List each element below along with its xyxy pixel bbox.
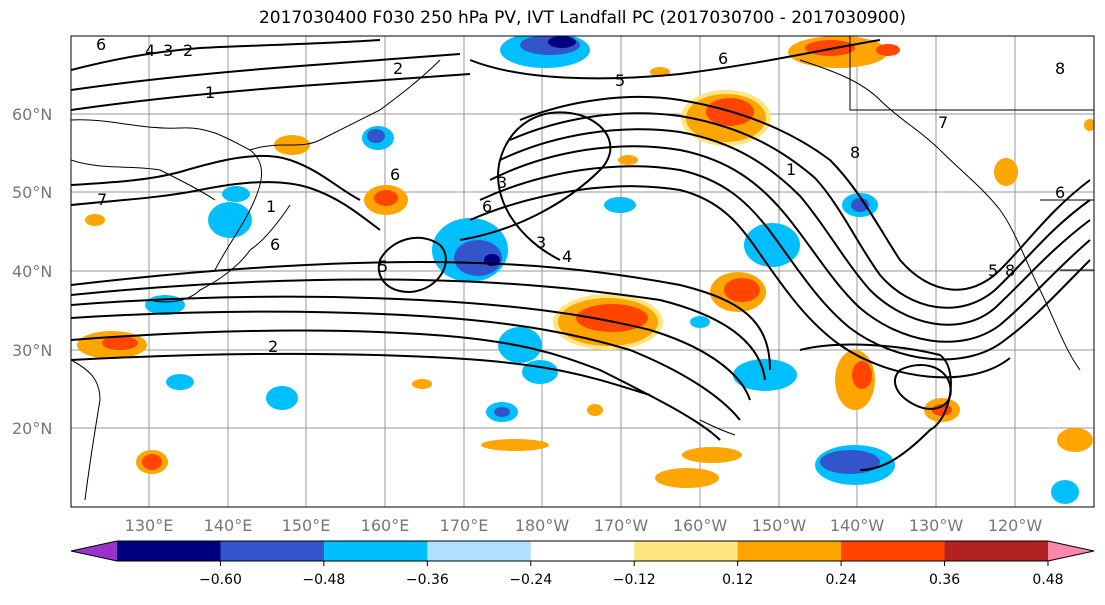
gridlines [71,36,1094,507]
contour-label: 5 [615,71,625,90]
contour-label: 8 [1055,59,1065,78]
lon-label: 170°E [440,516,489,535]
colorbar-tick-label: −0.60 [199,572,242,588]
contour-label: 7 [938,113,948,132]
colorbar-left-extension [71,541,117,561]
lon-label: 140°E [204,516,253,535]
lon-label: 150°W [752,516,807,535]
pv-contours [71,39,1091,471]
contour-label: 6 [390,165,400,184]
contour-label: 6 [270,235,280,254]
contour-label: 6 [1055,183,1065,202]
contour-label: 6 [482,197,492,216]
contour-label: 2 [268,337,278,356]
colorbar-segment [220,541,325,561]
contour-label: 1 [205,83,215,102]
contour-label: 6 [718,49,728,68]
map-border [70,35,1095,508]
colorbar-segment [841,541,946,561]
lon-label: 180°W [515,516,570,535]
contour-label: 3 [536,233,546,252]
lat-label: 50°N [12,183,52,202]
contour-label: 4 [562,247,572,266]
colorbar-segment [634,541,739,561]
lon-label: 160°W [673,516,728,535]
contour-label: 6 [96,35,106,54]
colorbar-segment [530,541,635,561]
colorbar: −0.60 −0.48 −0.36 −0.24 −0.12 0.12 0.24 0.36 0.4… [70,540,1095,588]
contour-label: 2 [393,59,403,78]
contour-label: 8 [850,143,860,162]
lon-label: 160°E [361,516,410,535]
colorbar-tick-label: 0.48 [1032,572,1063,588]
contour-label: 8 [1005,261,1015,280]
contour-label: 3 [497,173,507,192]
lon-label: 140°W [830,516,885,535]
lat-label: 40°N [12,262,52,281]
colorbar-tick-label: −0.24 [509,572,552,588]
colorbar-segment [944,541,1049,561]
lon-label: 150°E [282,516,331,535]
lat-label: 20°N [12,419,52,438]
colorbar-tick-label: −0.12 [613,572,656,588]
colorbar-segment [323,541,428,561]
lon-label: 170°W [594,516,649,535]
colorbar-tick-label: −0.48 [302,572,345,588]
contour-label: 5 [988,261,998,280]
colorbar-tick-label: 0.12 [722,572,753,588]
longitude-labels: 130°E 140°E 150°E 160°E 170°E 180°W 170°… [125,516,1043,535]
lat-label: 30°N [12,341,52,360]
colorbar-tick-label: 0.36 [929,572,960,588]
colorbar-tick-label: −0.36 [406,572,449,588]
colorbar-segment [117,541,221,561]
contour-label: 3 [163,41,173,60]
colorbar-outline [70,540,1095,562]
colorbar-segments [117,541,1049,561]
contour-label: 2 [183,41,193,60]
contour-label: 5 [378,257,388,276]
colorbar-right-extension [1048,541,1094,561]
lat-label: 60°N [12,105,52,124]
map-title: 2017030400 F030 250 hPa PV, IVT Landfall… [258,8,906,28]
contour-label: 4 [145,41,155,60]
colorbar-segment [427,541,532,561]
lon-label: 130°W [909,516,964,535]
colorbar-segment [737,541,842,561]
lon-label: 130°E [125,516,174,535]
colorbar-ticks: −0.60 −0.48 −0.36 −0.24 −0.12 0.12 0.24 0.36 0.4… [199,561,1064,588]
lon-label: 120°W [988,516,1043,535]
coastlines [71,36,1094,501]
colorbar-tick-label: 0.24 [826,572,857,588]
contour-label: 7 [97,190,107,209]
latitude-labels: 60°N 50°N 40°N 30°N 20°N [12,105,52,438]
contour-labels: 6 4 3 2 1 2 6 5 6 8 7 1 6 3 8 7 6 1 6 5 … [96,35,1065,356]
contour-label: 1 [786,160,796,179]
contour-label: 1 [266,197,276,216]
